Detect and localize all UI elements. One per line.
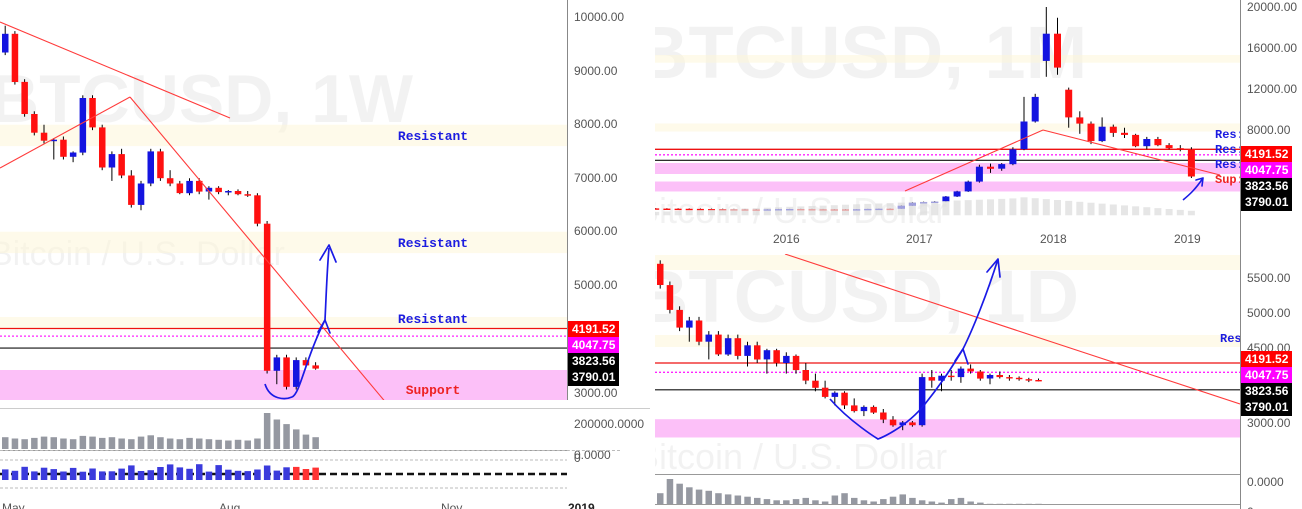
svg-text:Support: Support [406,383,461,398]
svg-text:Resistant: Resistant [398,312,468,327]
svg-text:Res:: Res: [1215,158,1240,172]
svg-text:Res:: Res: [1215,143,1240,157]
svg-text:Resistant: Resistant [398,236,468,251]
svg-text:Res: Res [1220,332,1240,346]
svg-text:Res:: Res: [1215,128,1240,142]
svg-text:Res: Res [1220,254,1240,256]
svg-text:Resistant: Resistant [398,129,468,144]
svg-text:Sup:: Sup: [1215,173,1240,187]
